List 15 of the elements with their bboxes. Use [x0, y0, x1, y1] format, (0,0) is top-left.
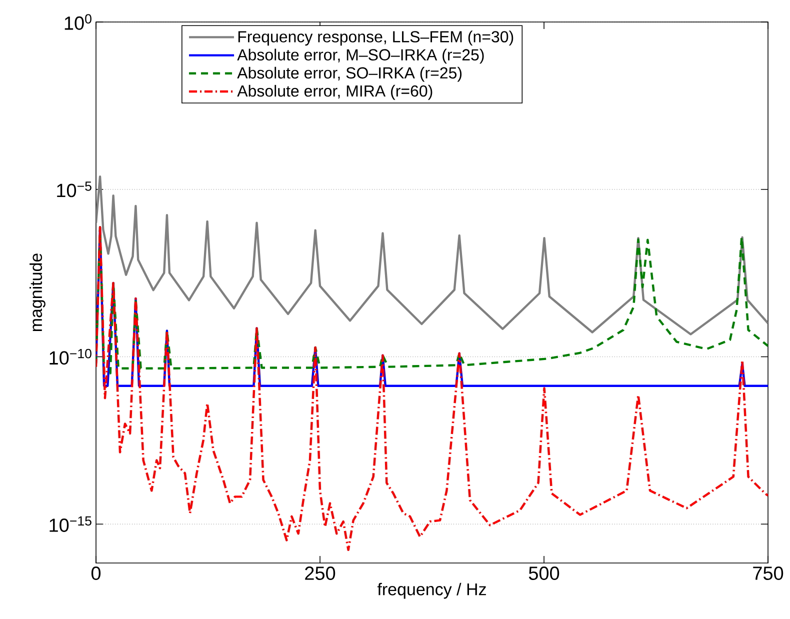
- line-series: [96, 226, 768, 551]
- legend-label: Absolute error, SO–IRKA (r=25): [237, 66, 462, 82]
- x-tick-label: 500: [528, 566, 560, 580]
- x-tick-label: 250: [305, 566, 336, 580]
- y-axis-title: magnitude: [30, 254, 46, 332]
- x-tick-label: 0: [91, 566, 101, 580]
- y-tick-label: 10$^{−5}$: [57, 182, 92, 198]
- legend-label: Absolute error, M–SO–IRKA (r=25): [237, 48, 484, 64]
- legend-label: Absolute error, MIRA (r=60): [237, 84, 432, 100]
- y-tick-label: 10$^{0}$: [64, 14, 92, 30]
- y-tick-label: 10$^{−10}$: [50, 348, 92, 365]
- x-axis-title: frequency / Hz: [377, 582, 486, 599]
- legend-label: Frequency response, LLS–FEM (n=30): [238, 30, 514, 46]
- x-tick-label: 750: [753, 566, 784, 580]
- y-tick-label: 10$^{−15}$: [50, 516, 92, 532]
